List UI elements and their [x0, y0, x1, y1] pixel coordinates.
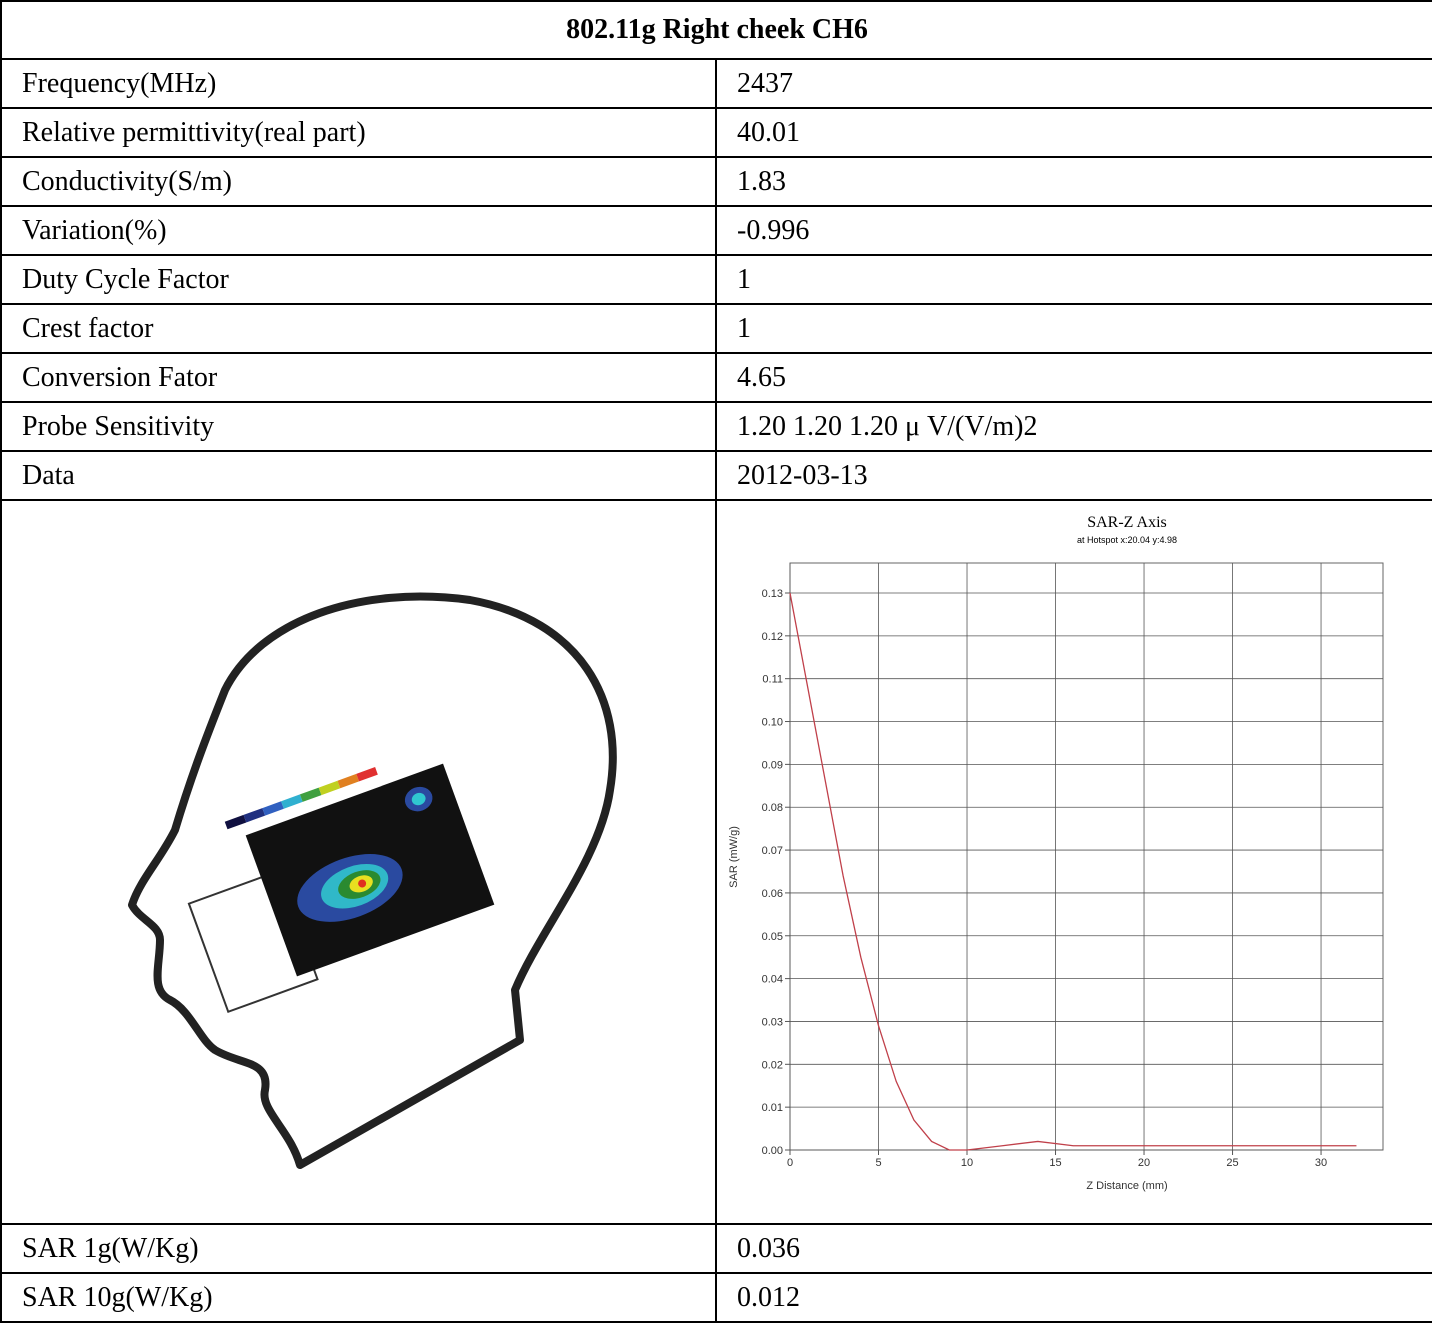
value-cell: 40.01	[715, 107, 1432, 158]
label-cell: Duty Cycle Factor	[0, 254, 717, 305]
x-tick-label: 30	[1315, 1157, 1327, 1169]
x-tick-label: 0	[787, 1157, 793, 1169]
label-cell: Conversion Fator	[0, 352, 717, 403]
data-line	[789, 592, 1357, 1151]
value-cell: 0.012	[715, 1272, 1432, 1323]
value-cell: 4.65	[715, 352, 1432, 403]
y-tick-label: 0.02	[762, 1059, 783, 1071]
x-tick-label: 15	[1049, 1157, 1061, 1169]
y-tick-label: 0.08	[762, 802, 783, 814]
y-tick-label: 0.09	[762, 759, 783, 771]
table-row: Data 2012-03-13	[0, 450, 1432, 501]
value-cell: 1.20 1.20 1.20 μ V/(V/m)2	[715, 401, 1432, 452]
x-tick-label: 25	[1226, 1157, 1238, 1169]
y-tick-label: 0.07	[762, 845, 783, 857]
label-cell: Relative permittivity(real part)	[0, 107, 717, 158]
value-cell: 1	[715, 303, 1432, 354]
value-cell: -0.996	[715, 205, 1432, 256]
table-row: SAR 1g(W/Kg) 0.036	[0, 1223, 1432, 1274]
value-cell: 2012-03-13	[715, 450, 1432, 501]
table-row: Crest factor 1	[0, 303, 1432, 354]
chart-title: SAR-Z Axis	[1087, 514, 1167, 531]
label-cell: SAR 1g(W/Kg)	[0, 1223, 717, 1274]
y-tick-label: 0.03	[762, 1016, 783, 1028]
y-tick-label: 0.01	[762, 1102, 783, 1114]
y-tick-label: 0.12	[762, 631, 783, 643]
plot-area	[789, 562, 1384, 1151]
label-cell: SAR 10g(W/Kg)	[0, 1272, 717, 1323]
y-axis-label: SAR (mW/g)	[728, 826, 740, 888]
table-row: Duty Cycle Factor 1	[0, 254, 1432, 305]
label-cell: Data	[0, 450, 717, 501]
value-cell: 1	[715, 254, 1432, 305]
value-cell: 2437	[715, 58, 1432, 109]
value-cell: 1.83	[715, 156, 1432, 207]
x-tick-label: 10	[961, 1157, 973, 1169]
y-tick-label: 0.11	[762, 674, 783, 686]
table-row: Conversion Fator 4.65	[0, 352, 1432, 403]
head-image	[128, 592, 617, 1169]
x-tick-label: 5	[875, 1157, 881, 1169]
y-tick-label: 0.04	[762, 974, 783, 986]
table-row: Relative permittivity(real part) 40.01	[0, 107, 1432, 158]
x-axis-label: Z Distance (mm)	[1086, 1180, 1167, 1192]
table-title: 802.11g Right cheek CH6	[0, 0, 1432, 60]
label-cell: Frequency(MHz)	[0, 58, 717, 109]
y-tick-label: 0.13	[762, 588, 783, 600]
label-cell: Conductivity(S/m)	[0, 156, 717, 207]
x-tick-label: 20	[1138, 1157, 1150, 1169]
label-cell: Probe Sensitivity	[0, 401, 717, 452]
y-tick-label: 0.00	[762, 1145, 783, 1157]
table-row: Probe Sensitivity 1.20 1.20 1.20 μ V/(V/m…	[0, 401, 1432, 452]
value-cell: 0.036	[715, 1223, 1432, 1274]
chart: SAR-Z Axis at Hotspot x:20.04 y:4.98 Z D…	[728, 514, 1384, 1192]
table-row: Conductivity(S/m) 1.83	[0, 156, 1432, 207]
table-row: SAR 10g(W/Kg) 0.012	[0, 1272, 1432, 1323]
y-tick-label: 0.05	[762, 931, 783, 943]
table-row: Frequency(MHz) 2437	[0, 58, 1432, 109]
y-tick-label: 0.06	[762, 888, 783, 900]
title-row: 802.11g Right cheek CH6	[0, 0, 1432, 60]
chart-subtitle: at Hotspot x:20.04 y:4.98	[1077, 535, 1177, 545]
table-row: Variation(%) -0.996	[0, 205, 1432, 256]
label-cell: Crest factor	[0, 303, 717, 354]
label-cell: Variation(%)	[0, 205, 717, 256]
y-tick-label: 0.10	[762, 717, 783, 729]
